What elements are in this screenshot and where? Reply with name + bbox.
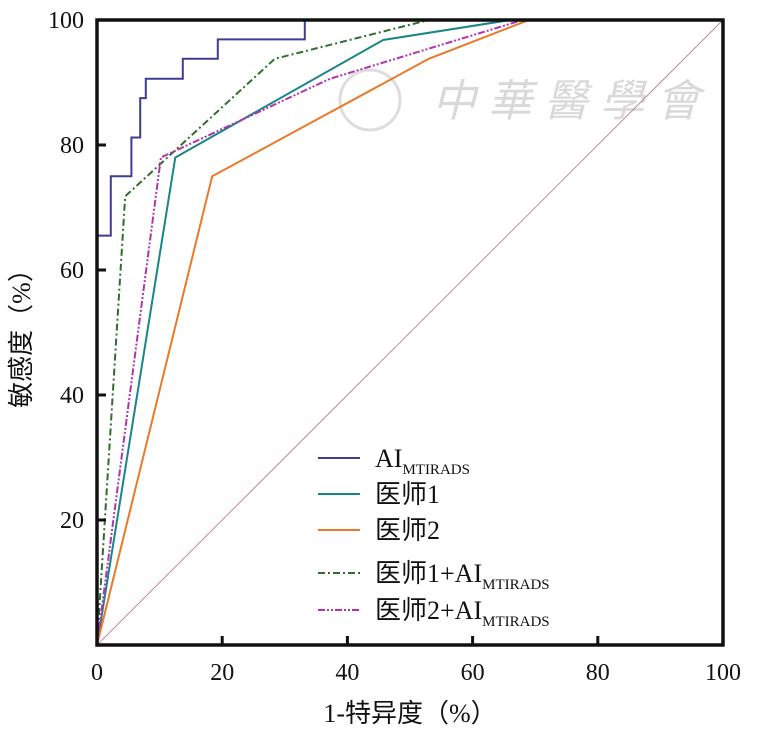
x-tick-label: 60 — [461, 660, 485, 686]
y-tick-label: 80 — [60, 133, 84, 159]
series-line-0 — [96, 19, 723, 645]
watermark-text: 中華醫學會 — [432, 77, 712, 126]
y-axis-label: 敏感度（%） — [7, 256, 36, 408]
watermark: 中華醫學會 — [338, 68, 712, 132]
legend-label: 医师1+AIMTIRADS — [375, 559, 550, 593]
legend-item: 医师1+AIMTIRADS — [318, 559, 550, 593]
x-tick-label: 80 — [586, 660, 610, 686]
x-tick-label: 40 — [335, 660, 359, 686]
ticks-layer: 0 20 40 60 80 100 20 40 60 80 100 — [48, 8, 741, 686]
x-tick-label: 20 — [210, 660, 234, 686]
legend-label: 医师2 — [375, 516, 440, 545]
legend-label: 医师2+AIMTIRADS — [375, 596, 550, 630]
legend-item: 医师1 — [318, 480, 440, 509]
legend-subscript: MTIRADS — [482, 577, 550, 593]
y-tick-label: 40 — [60, 383, 84, 409]
y-tick-label: 20 — [60, 508, 84, 534]
x-axis-label: 1-特异度（%） — [323, 699, 496, 728]
legend-subscript: MTIRADS — [482, 614, 550, 630]
legend-label: AIMTIRADS — [375, 444, 470, 478]
legend-label: 医师1 — [375, 480, 440, 509]
series-line-5 — [96, 19, 724, 646]
y-tick-label: 100 — [48, 8, 84, 34]
x-tick-label: 0 — [91, 660, 103, 686]
legend-item: 医师2 — [318, 516, 440, 545]
legend-item: AIMTIRADS — [318, 444, 470, 478]
series-line-4 — [96, 19, 723, 646]
x-tick-label: 100 — [705, 660, 741, 686]
legend-subscript: MTIRADS — [402, 462, 470, 478]
legend-item: 医师2+AIMTIRADS — [318, 596, 550, 630]
plot-frame — [95, 18, 725, 647]
y-tick-label: 60 — [60, 258, 84, 284]
series-layer — [96, 19, 724, 646]
